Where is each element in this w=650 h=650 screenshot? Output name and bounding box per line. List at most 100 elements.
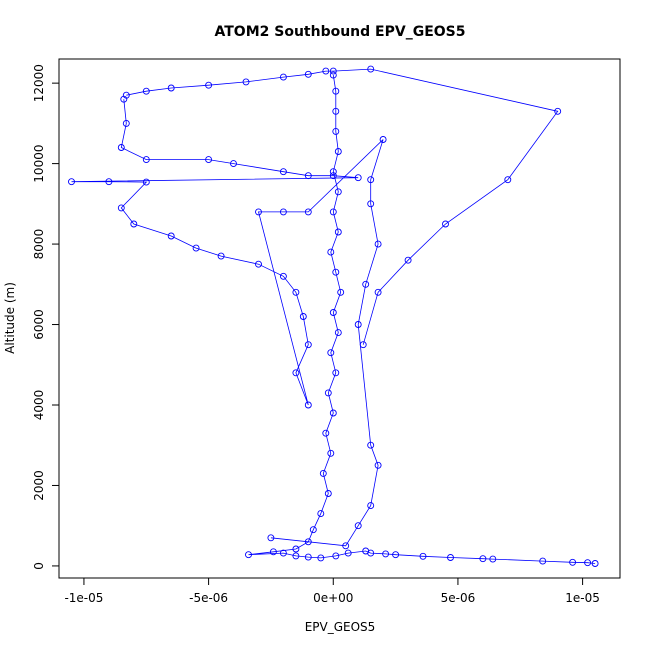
data-point <box>130 220 138 228</box>
data-point <box>105 178 113 186</box>
data-point <box>334 329 342 337</box>
data-point <box>304 553 312 561</box>
x-axis-label: EPV_GEOS5 <box>305 620 376 634</box>
data-point <box>279 168 287 176</box>
data-point <box>332 107 340 115</box>
x-tick-label: -1e-05 <box>64 591 103 605</box>
data-point <box>554 107 562 115</box>
data-point <box>117 144 125 151</box>
data-point <box>591 560 599 567</box>
data-point <box>479 555 487 563</box>
data-point <box>292 545 300 553</box>
data-point <box>319 469 327 477</box>
data-point <box>309 526 317 534</box>
data-point <box>374 240 382 248</box>
data-point <box>324 389 332 397</box>
data-point <box>332 369 340 377</box>
data-point <box>142 87 150 95</box>
data-point <box>242 78 250 86</box>
y-tick-label: 12000 <box>32 64 46 102</box>
data-point <box>382 550 390 558</box>
data-point <box>367 65 375 73</box>
data-point <box>142 178 150 186</box>
data-point <box>404 256 412 264</box>
data-point <box>354 174 362 182</box>
data-point <box>205 81 213 89</box>
data-point <box>299 313 307 320</box>
data-point <box>584 559 592 567</box>
y-tick-label: 2000 <box>32 470 46 501</box>
data-point <box>354 321 362 328</box>
plot-area <box>68 65 599 567</box>
data-point <box>337 288 345 296</box>
data-point <box>334 228 342 236</box>
series-line <box>248 75 596 564</box>
data-point <box>292 552 300 560</box>
y-tick-label: 4000 <box>32 390 46 421</box>
data-point <box>205 156 213 164</box>
data-point <box>192 244 200 252</box>
data-point <box>324 490 332 497</box>
data-point <box>329 168 337 176</box>
data-point <box>362 547 370 555</box>
data-point <box>489 555 497 563</box>
data-point <box>569 558 577 566</box>
data-point <box>334 148 342 155</box>
data-point <box>332 552 340 560</box>
data-point <box>255 260 262 268</box>
data-point <box>379 136 387 143</box>
data-point <box>167 232 175 240</box>
data-point <box>167 84 175 92</box>
x-axis: -1e-05 -5e-06 0e+00 5e-06 1e-05 <box>64 577 600 605</box>
data-point <box>329 409 337 417</box>
y-tick-label: 10000 <box>32 145 46 183</box>
data-point <box>304 341 312 349</box>
data-point <box>504 176 512 184</box>
data-point <box>317 510 325 518</box>
y-tick-label: 0 <box>32 562 46 570</box>
data-point <box>322 67 330 75</box>
data-point <box>217 252 225 260</box>
data-point <box>304 70 312 78</box>
x-tick-label: -5e-06 <box>189 591 228 605</box>
data-point <box>279 549 287 557</box>
data-point <box>344 549 352 557</box>
data-point <box>367 176 375 184</box>
data-point <box>332 87 340 95</box>
data-point <box>279 272 287 280</box>
data-point <box>342 542 350 550</box>
data-point <box>245 551 252 559</box>
data-point <box>230 160 237 168</box>
data-point <box>334 188 342 196</box>
data-point <box>419 552 427 560</box>
data-point <box>68 178 75 186</box>
data-point <box>332 127 340 135</box>
data-point <box>392 551 400 559</box>
y-axis: 0 2000 4000 6000 8000 10000 12000 <box>32 64 60 570</box>
data-point <box>447 554 454 561</box>
data-point <box>117 204 125 212</box>
data-point <box>539 557 547 565</box>
data-point <box>269 548 277 556</box>
data-point <box>367 200 375 208</box>
data-point <box>267 534 275 542</box>
y-tick-label: 6000 <box>32 309 46 340</box>
data-point <box>120 95 128 103</box>
data-point <box>367 441 375 449</box>
data-point <box>329 71 337 79</box>
data-point <box>327 449 335 457</box>
data-point <box>304 208 312 216</box>
data-point <box>317 554 325 562</box>
data-point <box>122 119 130 127</box>
data-point <box>329 309 337 316</box>
data-point <box>292 369 300 377</box>
data-point <box>279 208 287 216</box>
data-point <box>329 208 337 216</box>
data-point <box>329 172 337 180</box>
data-point <box>374 288 382 296</box>
data-point <box>332 268 340 276</box>
data-point <box>329 67 337 75</box>
y-tick-label: 8000 <box>32 229 46 260</box>
data-point <box>327 248 335 256</box>
data-point <box>442 220 449 228</box>
